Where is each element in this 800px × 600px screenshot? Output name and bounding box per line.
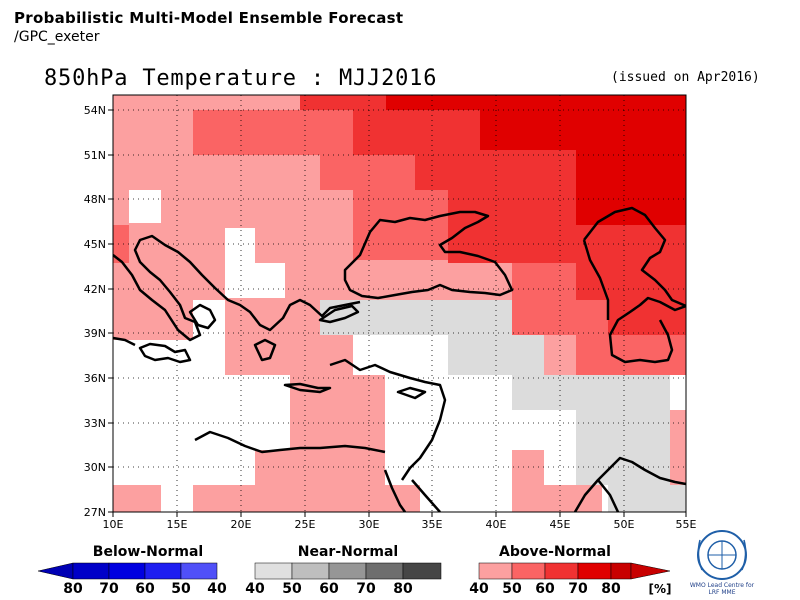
legend-tick: 70 — [99, 581, 119, 597]
lat-label: 39N — [84, 327, 106, 340]
lon-axis: 10E 15E 20E 25E 30E 35E 40E 45E 50E 55E — [103, 518, 697, 531]
legend-tick: 40 — [469, 581, 489, 597]
legend-tick: 70 — [568, 581, 588, 597]
issued-date: (issued on Apr2016) — [611, 70, 760, 85]
legend-tick: 40 — [207, 581, 227, 597]
lon-label: 45E — [550, 518, 571, 531]
legend-swatch — [144, 562, 182, 580]
lon-label: 50E — [614, 518, 635, 531]
lat-label: 54N — [84, 104, 106, 117]
legend-swatch — [610, 562, 632, 580]
lat-label: 30N — [84, 461, 106, 474]
logo-caption: WMO Lead Centre for — [690, 582, 755, 589]
lat-label: 51N — [84, 149, 106, 162]
map-title: 850hPa Temperature : MJJ2016 — [44, 66, 438, 91]
legend-above-label: Above-Normal — [499, 544, 611, 560]
product-subtitle: /GPC_exeter — [14, 29, 100, 45]
wmo-logo: WMO Lead Centre for LRF MME — [690, 530, 755, 596]
legend-tick: 40 — [245, 581, 265, 597]
lon-label: 55E — [676, 518, 697, 531]
legend-below-label: Below-Normal — [93, 544, 203, 560]
legend-tick: 60 — [319, 581, 339, 597]
legend-near-normal: Near-Normal 40 50 60 70 80 — [245, 544, 442, 597]
coastlines — [113, 206, 686, 512]
map-frame — [112, 94, 687, 513]
legend-swatch — [291, 562, 330, 580]
lat-label: 45N — [84, 238, 106, 251]
lat-label: 42N — [84, 283, 106, 296]
legend-above-normal: Above-Normal 40 50 60 70 80 [%] — [469, 544, 671, 597]
lat-label: 33N — [84, 417, 106, 430]
legend-above-arrow — [630, 562, 671, 580]
probability-shading — [113, 95, 686, 512]
lat-label: 48N — [84, 193, 106, 206]
legend-below-normal: Below-Normal 80 70 60 50 40 — [37, 544, 227, 597]
lon-label: 40E — [486, 518, 507, 531]
lat-axis: 54N 51N 48N 45N 42N 39N 36N 33N 30N 27N — [84, 104, 106, 519]
product-title: Probabilistic Multi-Model Ensemble Forec… — [14, 9, 404, 27]
legend-swatch — [365, 562, 404, 580]
legend-swatch — [478, 562, 513, 580]
legend-tick: 50 — [502, 581, 522, 597]
legend-swatch — [180, 562, 218, 580]
lon-label: 15E — [167, 518, 188, 531]
legend-swatch — [577, 562, 612, 580]
lat-label: 36N — [84, 372, 106, 385]
legend-tick: 60 — [535, 581, 555, 597]
legend-swatch — [72, 562, 110, 580]
lat-label: 27N — [84, 506, 106, 519]
logo-caption: LRF MME — [708, 589, 735, 596]
legend-tick: 70 — [356, 581, 376, 597]
legend-below-arrow — [37, 562, 74, 580]
legend-swatch — [108, 562, 146, 580]
lon-label: 35E — [422, 518, 443, 531]
legend-swatch — [328, 562, 367, 580]
legend-near-label: Near-Normal — [298, 544, 398, 560]
legend-tick: 80 — [393, 581, 413, 597]
legend-tick: 60 — [135, 581, 155, 597]
legend-unit: [%] — [649, 582, 672, 596]
legend-swatch — [511, 562, 546, 580]
legend-tick: 50 — [282, 581, 302, 597]
map-gridlines — [113, 95, 686, 512]
lat-ticks — [108, 109, 687, 517]
lon-label: 25E — [295, 518, 316, 531]
lon-label: 30E — [359, 518, 380, 531]
legend-tick: 80 — [63, 581, 83, 597]
legend-swatch — [544, 562, 579, 580]
legend-swatch — [402, 562, 442, 580]
lon-label: 20E — [231, 518, 252, 531]
lon-label: 10E — [103, 518, 124, 531]
legend-swatch — [254, 562, 293, 580]
legend-tick: 80 — [601, 581, 621, 597]
legend-tick: 50 — [171, 581, 191, 597]
